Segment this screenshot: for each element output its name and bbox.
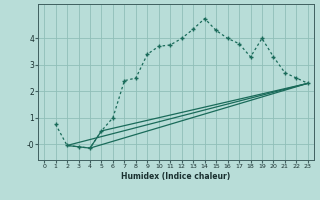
X-axis label: Humidex (Indice chaleur): Humidex (Indice chaleur) (121, 172, 231, 181)
